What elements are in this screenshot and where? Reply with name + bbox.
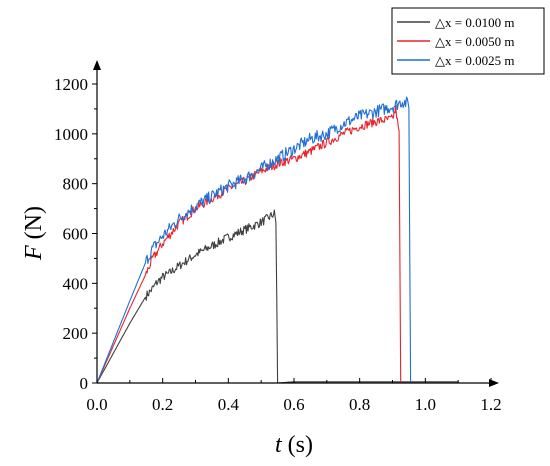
y-tick-label: 800 bbox=[63, 175, 89, 194]
y-tick-label: 400 bbox=[63, 274, 89, 293]
y-axis-arrow bbox=[93, 60, 101, 70]
x-tick-label: 0.2 bbox=[152, 395, 173, 414]
x-tick-label: 0.8 bbox=[349, 395, 370, 414]
y-tick-label: 200 bbox=[63, 324, 89, 343]
y-tick-label: 0 bbox=[80, 374, 89, 393]
x-tick-label: 1.2 bbox=[480, 395, 501, 414]
axes-layer: 0.0 0.2 0.4 0.6 0.8 1.0 1.2 0 200 400 600 800 1000 12… bbox=[54, 60, 502, 414]
x-tick-label: 0.4 bbox=[218, 395, 240, 414]
legend: △x = 0.0100 m △x = 0.0050 m △x = 0.0025 m bbox=[391, 7, 545, 75]
series-line-2 bbox=[96, 105, 403, 384]
x-tick-label: 0.6 bbox=[283, 395, 304, 414]
x-tick-label: 1.0 bbox=[415, 395, 436, 414]
legend-label-3: △x = 0.0025 m bbox=[435, 53, 514, 68]
x-tick-label: 0.0 bbox=[86, 395, 107, 414]
x-axis-title: t (s) bbox=[275, 432, 313, 458]
y-tick-label: 1200 bbox=[54, 75, 88, 94]
y-tick-label: 600 bbox=[63, 225, 89, 244]
y-axis-title: F (N) bbox=[21, 206, 47, 261]
legend-label-1: △x = 0.0100 m bbox=[435, 15, 514, 30]
series-layer bbox=[96, 96, 459, 384]
y-tick-label: 1000 bbox=[54, 125, 88, 144]
series-line-3 bbox=[96, 96, 413, 384]
series-line-1 bbox=[96, 209, 459, 384]
legend-label-2: △x = 0.0050 m bbox=[435, 34, 514, 49]
